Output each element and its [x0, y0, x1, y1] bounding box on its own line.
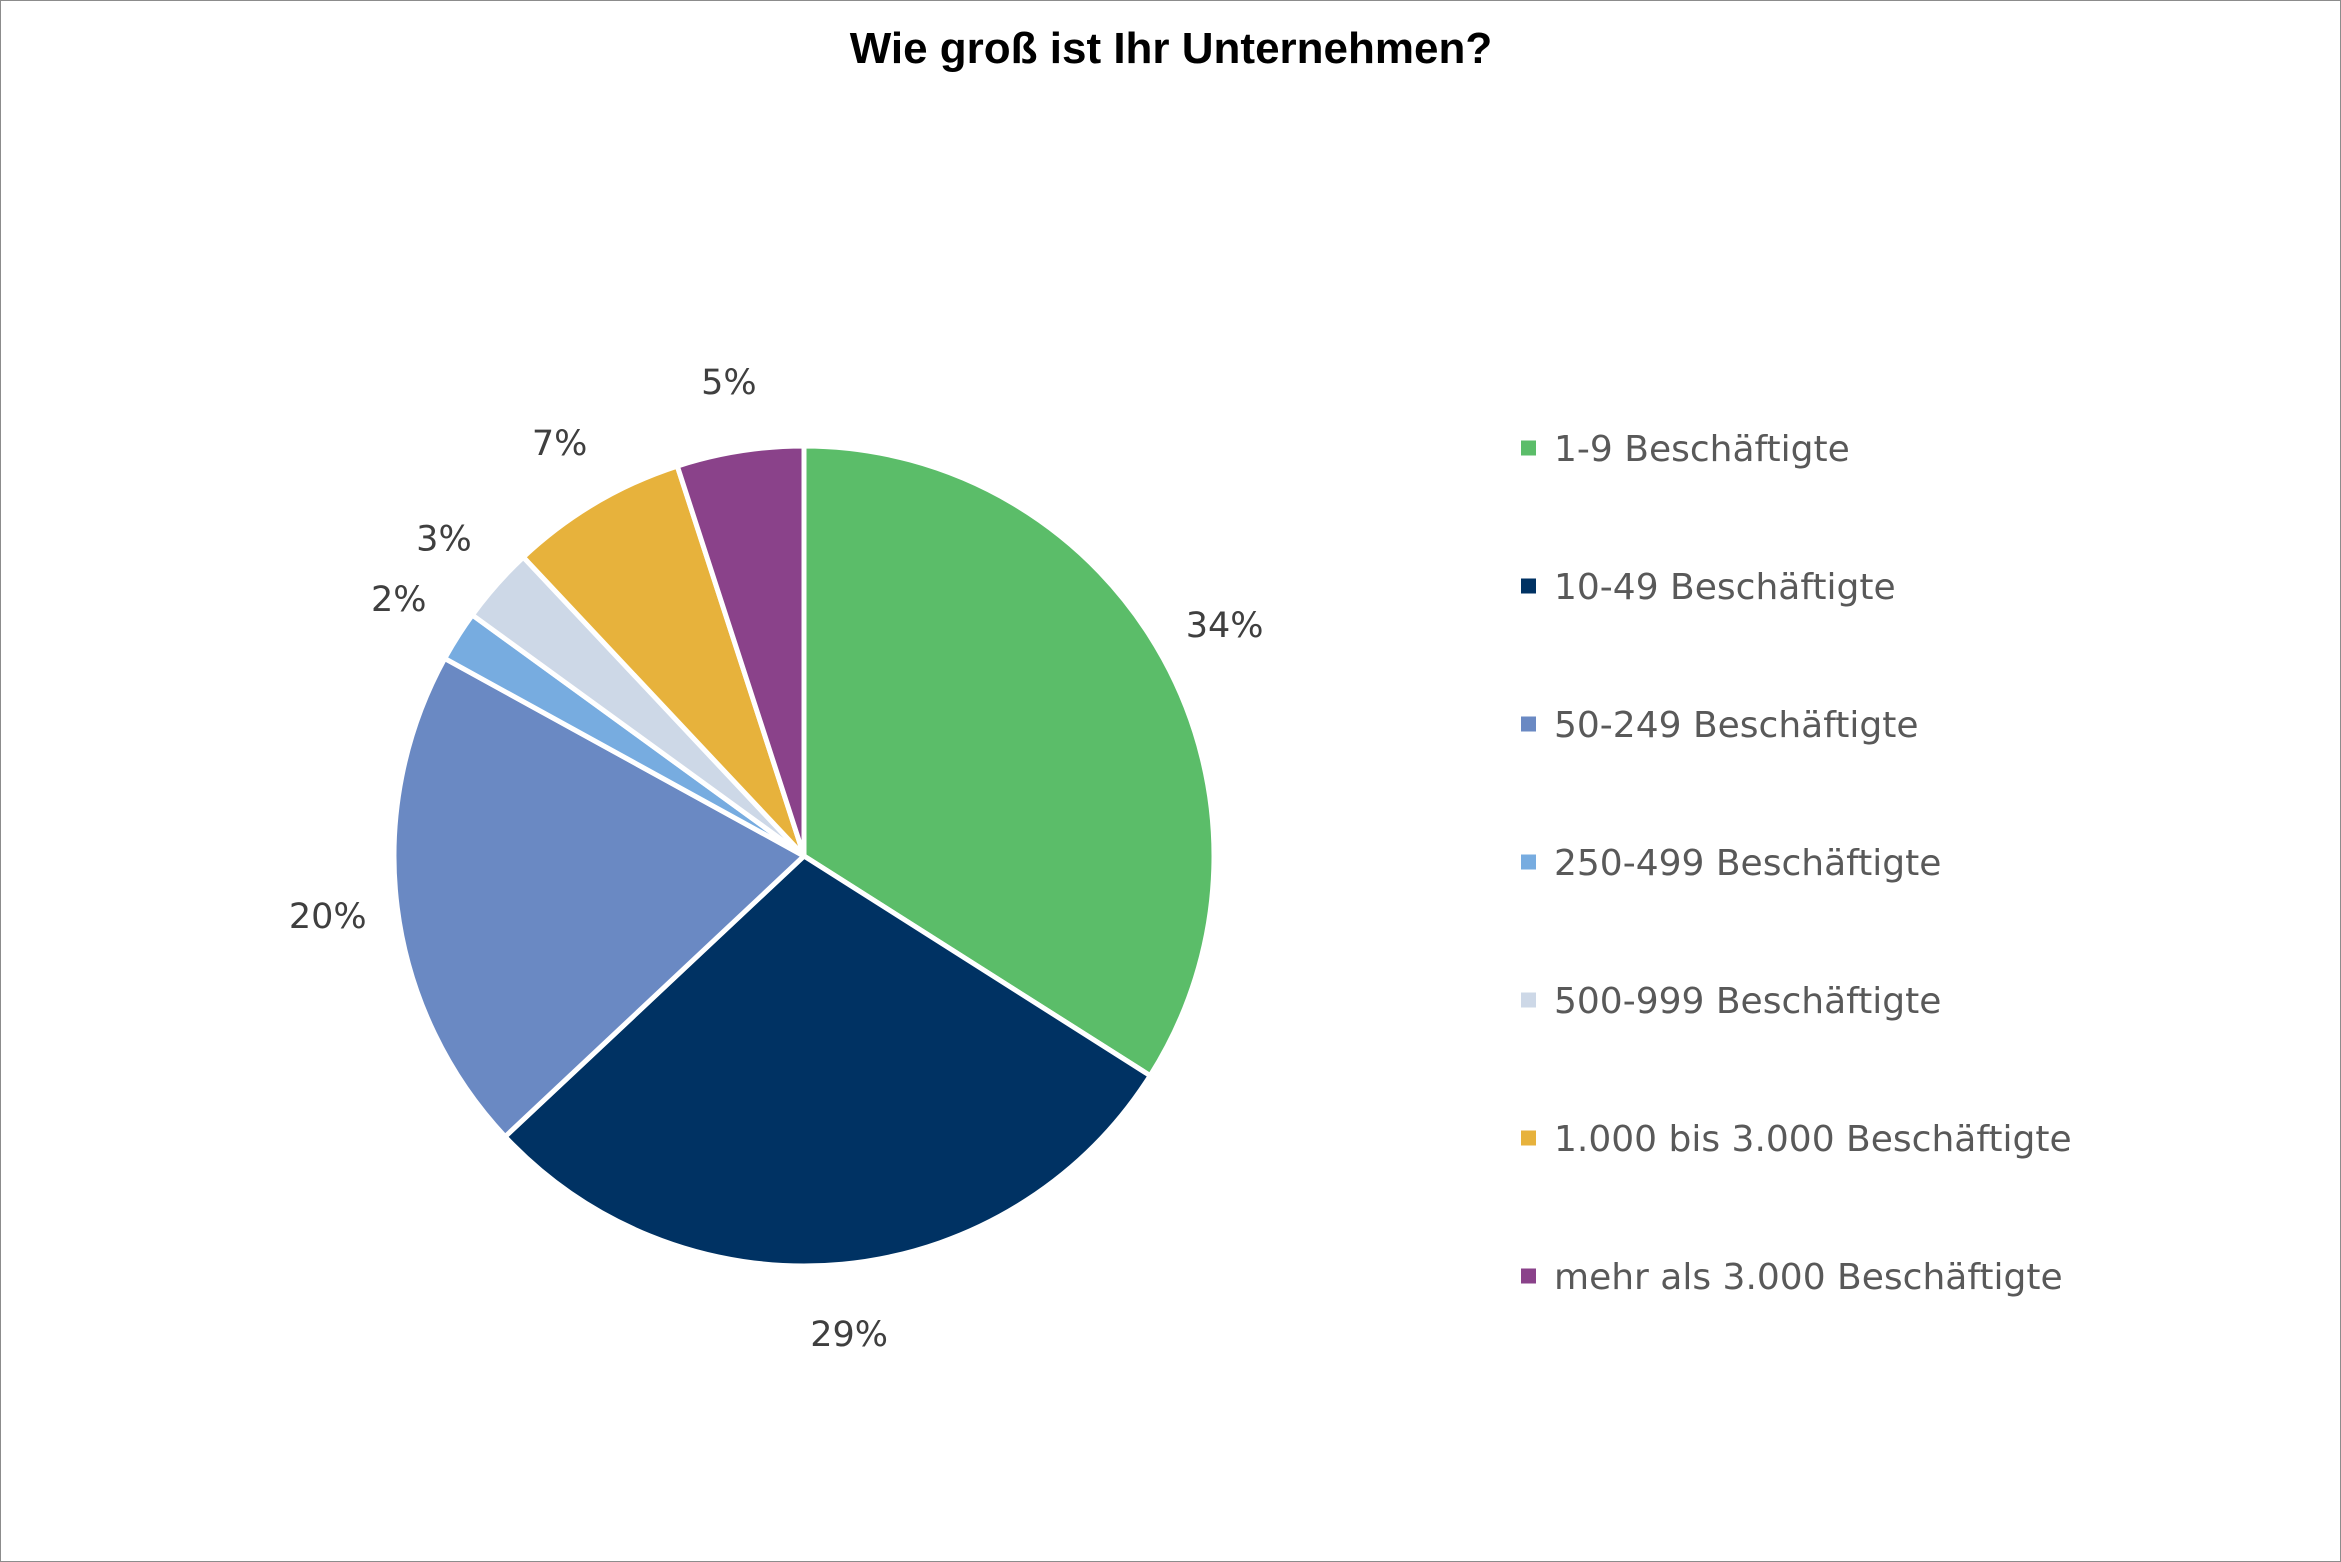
data-label: 29% — [810, 1315, 888, 1355]
data-label: 34% — [1186, 606, 1264, 646]
legend-label: 500-999 Beschäftigte — [1554, 981, 1941, 1022]
pie-slice — [502, 853, 1153, 1269]
legend-label: 1-9 Beschäftigte — [1554, 429, 1850, 470]
legend-swatch — [1521, 716, 1536, 732]
legend-label: 250-499 Beschäftigte — [1554, 843, 1941, 884]
pie-slice — [674, 443, 807, 859]
data-label: 5% — [701, 363, 757, 403]
data-label: 7% — [532, 424, 588, 464]
data-label: 20% — [289, 897, 367, 937]
legend-swatch — [1521, 854, 1536, 870]
legend-swatch — [1521, 992, 1536, 1008]
legend-swatch — [1521, 578, 1536, 594]
legend-swatch — [1521, 1268, 1536, 1284]
legend-swatch — [1521, 1130, 1536, 1146]
legend-swatch — [1521, 440, 1536, 456]
pie-slice — [520, 463, 807, 859]
data-labels: 34% 29% 20% 2% 3% 7% 5% — [289, 363, 1264, 1355]
legend-label: 50-249 Beschäftigte — [1554, 705, 1919, 746]
legend-label: 10-49 Beschäftigte — [1554, 567, 1896, 608]
chart-title: Wie groß ist Ihr Unternehmen? — [850, 24, 1493, 73]
data-label: 2% — [371, 580, 427, 620]
pie-slices — [391, 443, 1217, 1269]
legend: 1-9 Beschäftigte 10-49 Beschäftigte 50-249… — [1521, 429, 2072, 1298]
data-label: 3% — [416, 520, 472, 560]
pie-slice — [391, 655, 807, 1140]
legend-label: mehr als 3.000 Beschäftigte — [1554, 1257, 2063, 1298]
legend-label: 1.000 bis 3.000 Beschäftigte — [1554, 1119, 2072, 1160]
